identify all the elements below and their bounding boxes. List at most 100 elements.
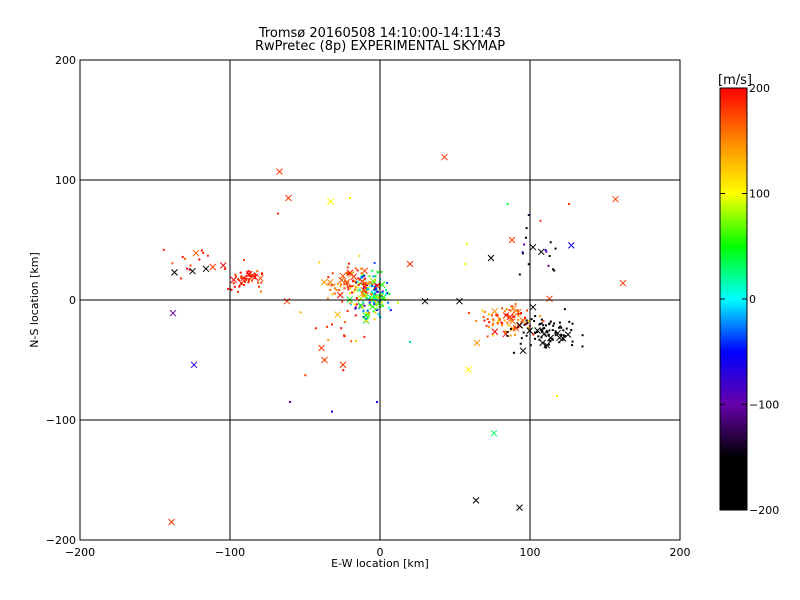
data-point [542,320,545,323]
data-point [542,324,545,327]
data-point [362,301,365,304]
data-point-cross [529,243,537,251]
data-point [318,261,321,264]
data-point [482,315,485,318]
data-point [239,271,242,274]
data-point [549,340,552,343]
data-point [508,316,511,319]
chart-title: Tromsø 20160508 14:10:00-14:11:43 [258,26,502,41]
data-point [397,301,400,304]
data-point [354,306,357,309]
data-point-cross [487,254,495,262]
data-point [206,254,209,257]
data-point [581,334,584,337]
data-point-cross [514,308,522,316]
data-point [496,314,499,317]
data-point [380,270,383,273]
data-point [563,308,566,311]
data-point [560,326,563,329]
data-point [363,274,366,277]
data-point [540,322,543,325]
data-point [304,374,307,377]
data-point [548,322,551,325]
data-point [256,270,259,273]
data-point-cross [490,429,498,437]
data-point [545,330,548,333]
data-point [361,276,364,279]
data-point [368,280,371,283]
data-point-cross [327,198,334,205]
data-point [537,335,540,338]
data-point [508,309,511,312]
data-point [377,283,380,286]
data-point [526,309,529,312]
data-point [181,255,184,258]
data-point [519,342,522,345]
data-point [327,338,330,341]
data-point [540,336,543,339]
data-point [545,346,548,349]
data-point [355,339,358,342]
data-point-cross [245,270,253,278]
data-point [529,344,532,347]
data-point [359,267,362,270]
data-point-cross [612,195,619,203]
data-point [232,282,235,285]
data-point-cross [473,339,481,347]
data-point [558,321,561,324]
data-point [506,321,509,324]
data-point [360,275,363,278]
data-point [387,301,390,304]
data-point [249,271,252,274]
data-point [501,324,504,327]
data-point [200,249,203,252]
data-point [250,279,253,282]
data-point [517,314,520,317]
data-point [346,272,349,275]
data-point-cross [472,497,480,504]
data-point-cross [189,267,196,275]
data-point [346,266,349,269]
data-point-cross [321,356,328,364]
data-point-cross [564,331,572,338]
data-point-cross [508,236,516,244]
data-point [372,295,375,298]
data-point [376,308,379,311]
colorbar-ticks: −200 −100 0 100 200 [720,82,779,517]
data-point [373,280,376,283]
y-axis-label: N-S location [km] [28,252,41,348]
data-point [377,296,380,299]
data-point [507,324,510,327]
data-point [521,319,524,322]
data-point [354,267,357,270]
data-point [333,283,336,286]
data-point [527,214,530,217]
data-point [540,318,543,321]
y-tick-label: 0 [69,294,76,307]
data-point [483,310,486,313]
data-point [346,283,349,286]
data-point [547,333,550,336]
data-point [368,296,371,299]
data-point [486,318,489,321]
data-point [366,287,369,290]
data-point [372,275,375,278]
data-point [349,302,352,305]
data-point [568,203,570,205]
data-point [358,282,361,285]
data-point [508,319,511,322]
data-point [565,327,568,330]
data-point [388,292,391,295]
data-point-cross [276,168,283,175]
data-point [335,288,338,291]
data-point [162,248,165,251]
data-point-cross [516,504,523,511]
data-point [558,341,561,344]
data-point [331,410,333,413]
data-point [356,286,359,289]
data-point [501,307,504,310]
data-point-cross [373,282,381,290]
data-point [362,294,365,297]
data-point [356,269,359,272]
data-point [330,284,333,287]
